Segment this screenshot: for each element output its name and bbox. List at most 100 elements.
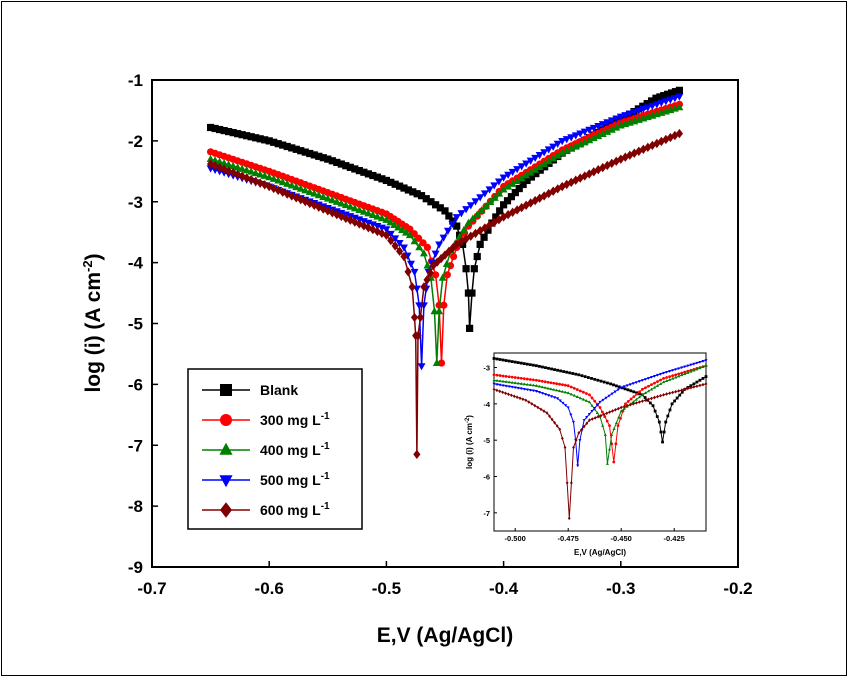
x-tick-label: -0.6 <box>255 579 284 598</box>
inset-data-point <box>617 415 621 419</box>
inset-data-point <box>652 374 657 378</box>
legend-label: 300 mg L-1 <box>260 411 330 428</box>
inset-data-point <box>644 398 647 403</box>
inset-data-point <box>528 383 532 387</box>
inset-y-tick-label: -7 <box>483 509 490 518</box>
inset-data-point <box>593 377 597 381</box>
data-point <box>580 128 589 136</box>
inset-data-point <box>608 447 612 451</box>
data-point <box>417 192 426 200</box>
inset-data-point <box>495 383 499 387</box>
data-point <box>536 166 544 174</box>
inset-data-point <box>516 361 520 365</box>
inset-data-point <box>552 387 556 391</box>
data-point <box>211 156 220 164</box>
inset-data-point <box>644 386 647 390</box>
data-point <box>215 157 224 165</box>
data-point <box>504 171 513 179</box>
data-point <box>563 179 571 190</box>
inset-data-point <box>610 392 614 396</box>
data-point <box>466 202 475 210</box>
inset-data-point <box>516 386 520 390</box>
inset-data-point <box>650 383 653 387</box>
inset-data-point <box>704 364 708 367</box>
inset-data-point <box>512 394 516 399</box>
data-point <box>323 194 332 202</box>
inset-data-point <box>566 406 570 410</box>
data-point <box>292 145 300 153</box>
inset-data-point <box>668 391 672 396</box>
data-point <box>473 210 482 218</box>
inset-data-point <box>701 382 705 387</box>
data-point <box>626 150 634 160</box>
data-point <box>576 140 585 148</box>
data-point <box>511 189 519 197</box>
data-point <box>522 160 531 168</box>
data-point <box>449 252 458 261</box>
inset-data-point <box>548 414 551 419</box>
inset-data-point <box>604 396 608 400</box>
inset-x-axis-label: E,V (Ag/AgCl) <box>574 548 626 557</box>
inset-data-point <box>513 381 517 385</box>
data-point <box>585 126 594 134</box>
inset-data-point <box>647 384 650 388</box>
inset-data-point <box>590 403 594 407</box>
data-point <box>589 133 598 142</box>
inset-x-tick-label: -0.425 <box>664 534 685 543</box>
data-point <box>394 223 403 231</box>
inset-data-point <box>498 374 502 377</box>
legend-item: 400 mg L-1 <box>202 441 330 458</box>
inset-data-point <box>622 407 626 410</box>
inset-data-point <box>671 374 675 378</box>
data-point <box>415 234 423 242</box>
inset-data-point <box>662 392 665 397</box>
data-point <box>369 171 377 180</box>
data-point <box>242 166 251 174</box>
inset-data-point <box>522 362 526 366</box>
inset-data-point <box>661 440 664 444</box>
inset-data-point <box>498 379 502 383</box>
data-point <box>500 212 508 222</box>
data-point <box>296 184 305 192</box>
inset-data-point <box>531 389 535 393</box>
inset-data-point <box>668 370 672 373</box>
x-tick-label: -0.2 <box>723 579 752 598</box>
data-point <box>207 123 215 132</box>
data-point <box>252 134 260 142</box>
data-point <box>225 128 233 136</box>
legend-marker <box>219 475 233 488</box>
inset-data-point <box>616 424 620 428</box>
data-point <box>314 191 323 199</box>
inset-data-point <box>562 370 566 373</box>
data-point <box>643 99 651 108</box>
inset-data-point <box>522 387 526 391</box>
inset-data-point <box>605 419 609 423</box>
inset-data-point <box>671 390 675 395</box>
inset-data-point <box>656 384 660 387</box>
data-point <box>377 214 386 222</box>
inset-data-point <box>677 389 681 393</box>
data-point <box>603 127 612 135</box>
data-point <box>420 282 428 292</box>
inset-data-point <box>566 384 570 388</box>
data-point <box>480 190 489 198</box>
inset-data-point <box>501 374 505 378</box>
data-point <box>413 190 421 198</box>
inset-data-point <box>617 385 621 389</box>
data-point <box>432 358 441 366</box>
data-point <box>484 226 492 234</box>
data-point <box>401 228 410 236</box>
data-point <box>594 123 603 131</box>
data-point <box>449 243 457 253</box>
data-point <box>355 219 363 229</box>
inset-data-point <box>510 380 514 384</box>
inset-data-point <box>574 372 578 376</box>
data-point <box>513 166 522 174</box>
inset-data-point <box>535 378 538 382</box>
data-point <box>509 207 517 217</box>
data-point <box>490 182 499 190</box>
data-point <box>657 136 665 147</box>
data-point <box>453 222 461 230</box>
data-point <box>432 201 440 209</box>
inset-data-point <box>560 389 564 393</box>
